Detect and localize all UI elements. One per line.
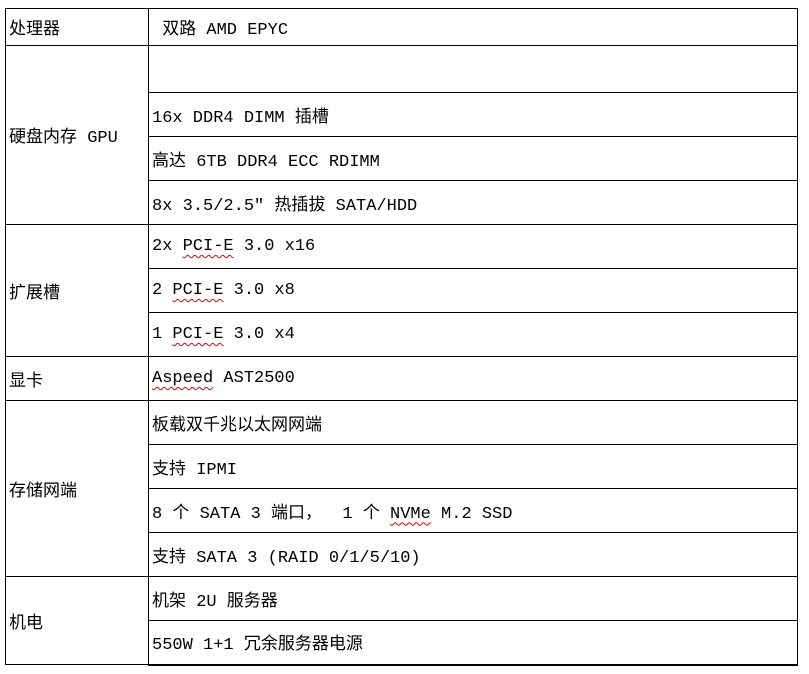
- cell-text: 1: [152, 325, 173, 344]
- cell-text: 3.0 x4: [223, 325, 295, 344]
- cell-text: 支持 SATA 3 (RAID 0/1/5/10): [152, 548, 421, 568]
- cell-text: 550W 1+1 冗余服务器电源: [152, 636, 363, 656]
- spellcheck-word: Aspeed: [152, 369, 214, 388]
- table-row: 硬盘内存 GPU: [5, 45, 798, 225]
- spec-value-cell: 支持 SATA 3 (RAID 0/1/5/10): [148, 532, 798, 577]
- cell-text: 机架 2U 服务器: [152, 592, 278, 612]
- spec-value-cell: 双路 AMD EPYC: [148, 8, 798, 46]
- table-row: 显卡 Aspeed AST2500: [5, 356, 798, 401]
- cell-text: 板载双千兆以太网网端: [152, 416, 322, 436]
- table-row: 高达 6TB DDR4 ECC RDIMM: [6, 136, 798, 181]
- table-row: 1 PCI-E 3.0 x4: [6, 312, 798, 357]
- cell-text: 支持 IPMI: [152, 460, 238, 480]
- cell-text: AST2500: [213, 369, 295, 388]
- spec-value-cell: 8 个 SATA 3 端口， 1 个 NVMe M.2 SSD: [148, 488, 798, 533]
- spellcheck-word: PCI-E: [182, 237, 234, 256]
- table-row: 支持 IPMI: [6, 444, 798, 489]
- spec-value-cell: 机架 2U 服务器: [148, 576, 798, 621]
- table-row: 支持 SATA 3 (RAID 0/1/5/10): [6, 532, 798, 577]
- spec-value-cell: 8x 3.5/2.5″ 热插拔 SATA/HDD: [148, 180, 798, 225]
- spec-label-chassis-power: 机电: [5, 576, 149, 665]
- spec-value-cell: 2x PCI-E 3.0 x16: [148, 224, 798, 269]
- spec-value-cell: 高达 6TB DDR4 ECC RDIMM: [148, 136, 798, 181]
- spec-value-cell: 支持 IPMI: [148, 444, 798, 489]
- table-row: 扩展槽 2x PCI-E 3.0 x16: [5, 224, 798, 357]
- spec-table: 处理器 双路 AMD EPYC 硬盘内存 GPU 16x DDR4 DIMM 插…: [5, 8, 798, 666]
- cell-text: 双路 AMD EPYC: [152, 21, 289, 40]
- table-row: 机电 机架 2U 服务器: [5, 576, 798, 665]
- spec-label-storage-network: 存储网端: [5, 400, 149, 577]
- cell-text: 2x: [152, 237, 183, 256]
- spec-value-cell: 16x DDR4 DIMM 插槽: [148, 92, 798, 137]
- cell-text: M.2 SSD: [430, 504, 513, 524]
- spec-value-cell: 1 PCI-E 3.0 x4: [148, 312, 798, 357]
- spec-value-cell: Aspeed AST2500: [148, 356, 798, 401]
- spec-label-expansion-slots: 扩展槽: [5, 224, 149, 357]
- table-row: 16x DDR4 DIMM 插槽: [6, 92, 798, 137]
- spec-label-graphics: 显卡: [5, 356, 149, 401]
- cell-text: 8x 3.5/2.5″ 热插拔 SATA/HDD: [152, 196, 418, 216]
- table-row: 存储网端 板载双千兆以太网网端: [5, 400, 798, 577]
- spellcheck-word: PCI-E: [172, 325, 224, 344]
- spec-value-cell: 2 PCI-E 3.0 x8: [148, 268, 798, 313]
- cell-text: 8 个 SATA 3 端口， 1 个: [152, 504, 391, 524]
- table-row: 2 PCI-E 3.0 x8: [6, 268, 798, 313]
- spec-label-cpu: 处理器: [5, 8, 149, 46]
- cell-text: 2: [152, 281, 173, 300]
- table-row: 处理器 双路 AMD EPYC: [5, 8, 798, 46]
- cell-text: 3.0 x16: [233, 237, 316, 256]
- spec-value-cell: 板载双千兆以太网网端: [148, 400, 798, 445]
- cell-text: 3.0 x8: [223, 281, 295, 300]
- table-row: 8 个 SATA 3 端口， 1 个 NVMe M.2 SSD: [6, 488, 798, 533]
- spec-value-cell: [148, 45, 798, 93]
- cell-text: 16x DDR4 DIMM 插槽: [152, 108, 329, 128]
- table-row: 550W 1+1 冗余服务器电源: [6, 620, 798, 666]
- spec-value-cell: 550W 1+1 冗余服务器电源: [148, 620, 798, 666]
- spellcheck-word: NVMe: [390, 504, 431, 524]
- spec-label-storage-memory-gpu: 硬盘内存 GPU: [5, 45, 149, 225]
- spellcheck-word: PCI-E: [172, 281, 224, 300]
- cell-text: 高达 6TB DDR4 ECC RDIMM: [152, 152, 380, 172]
